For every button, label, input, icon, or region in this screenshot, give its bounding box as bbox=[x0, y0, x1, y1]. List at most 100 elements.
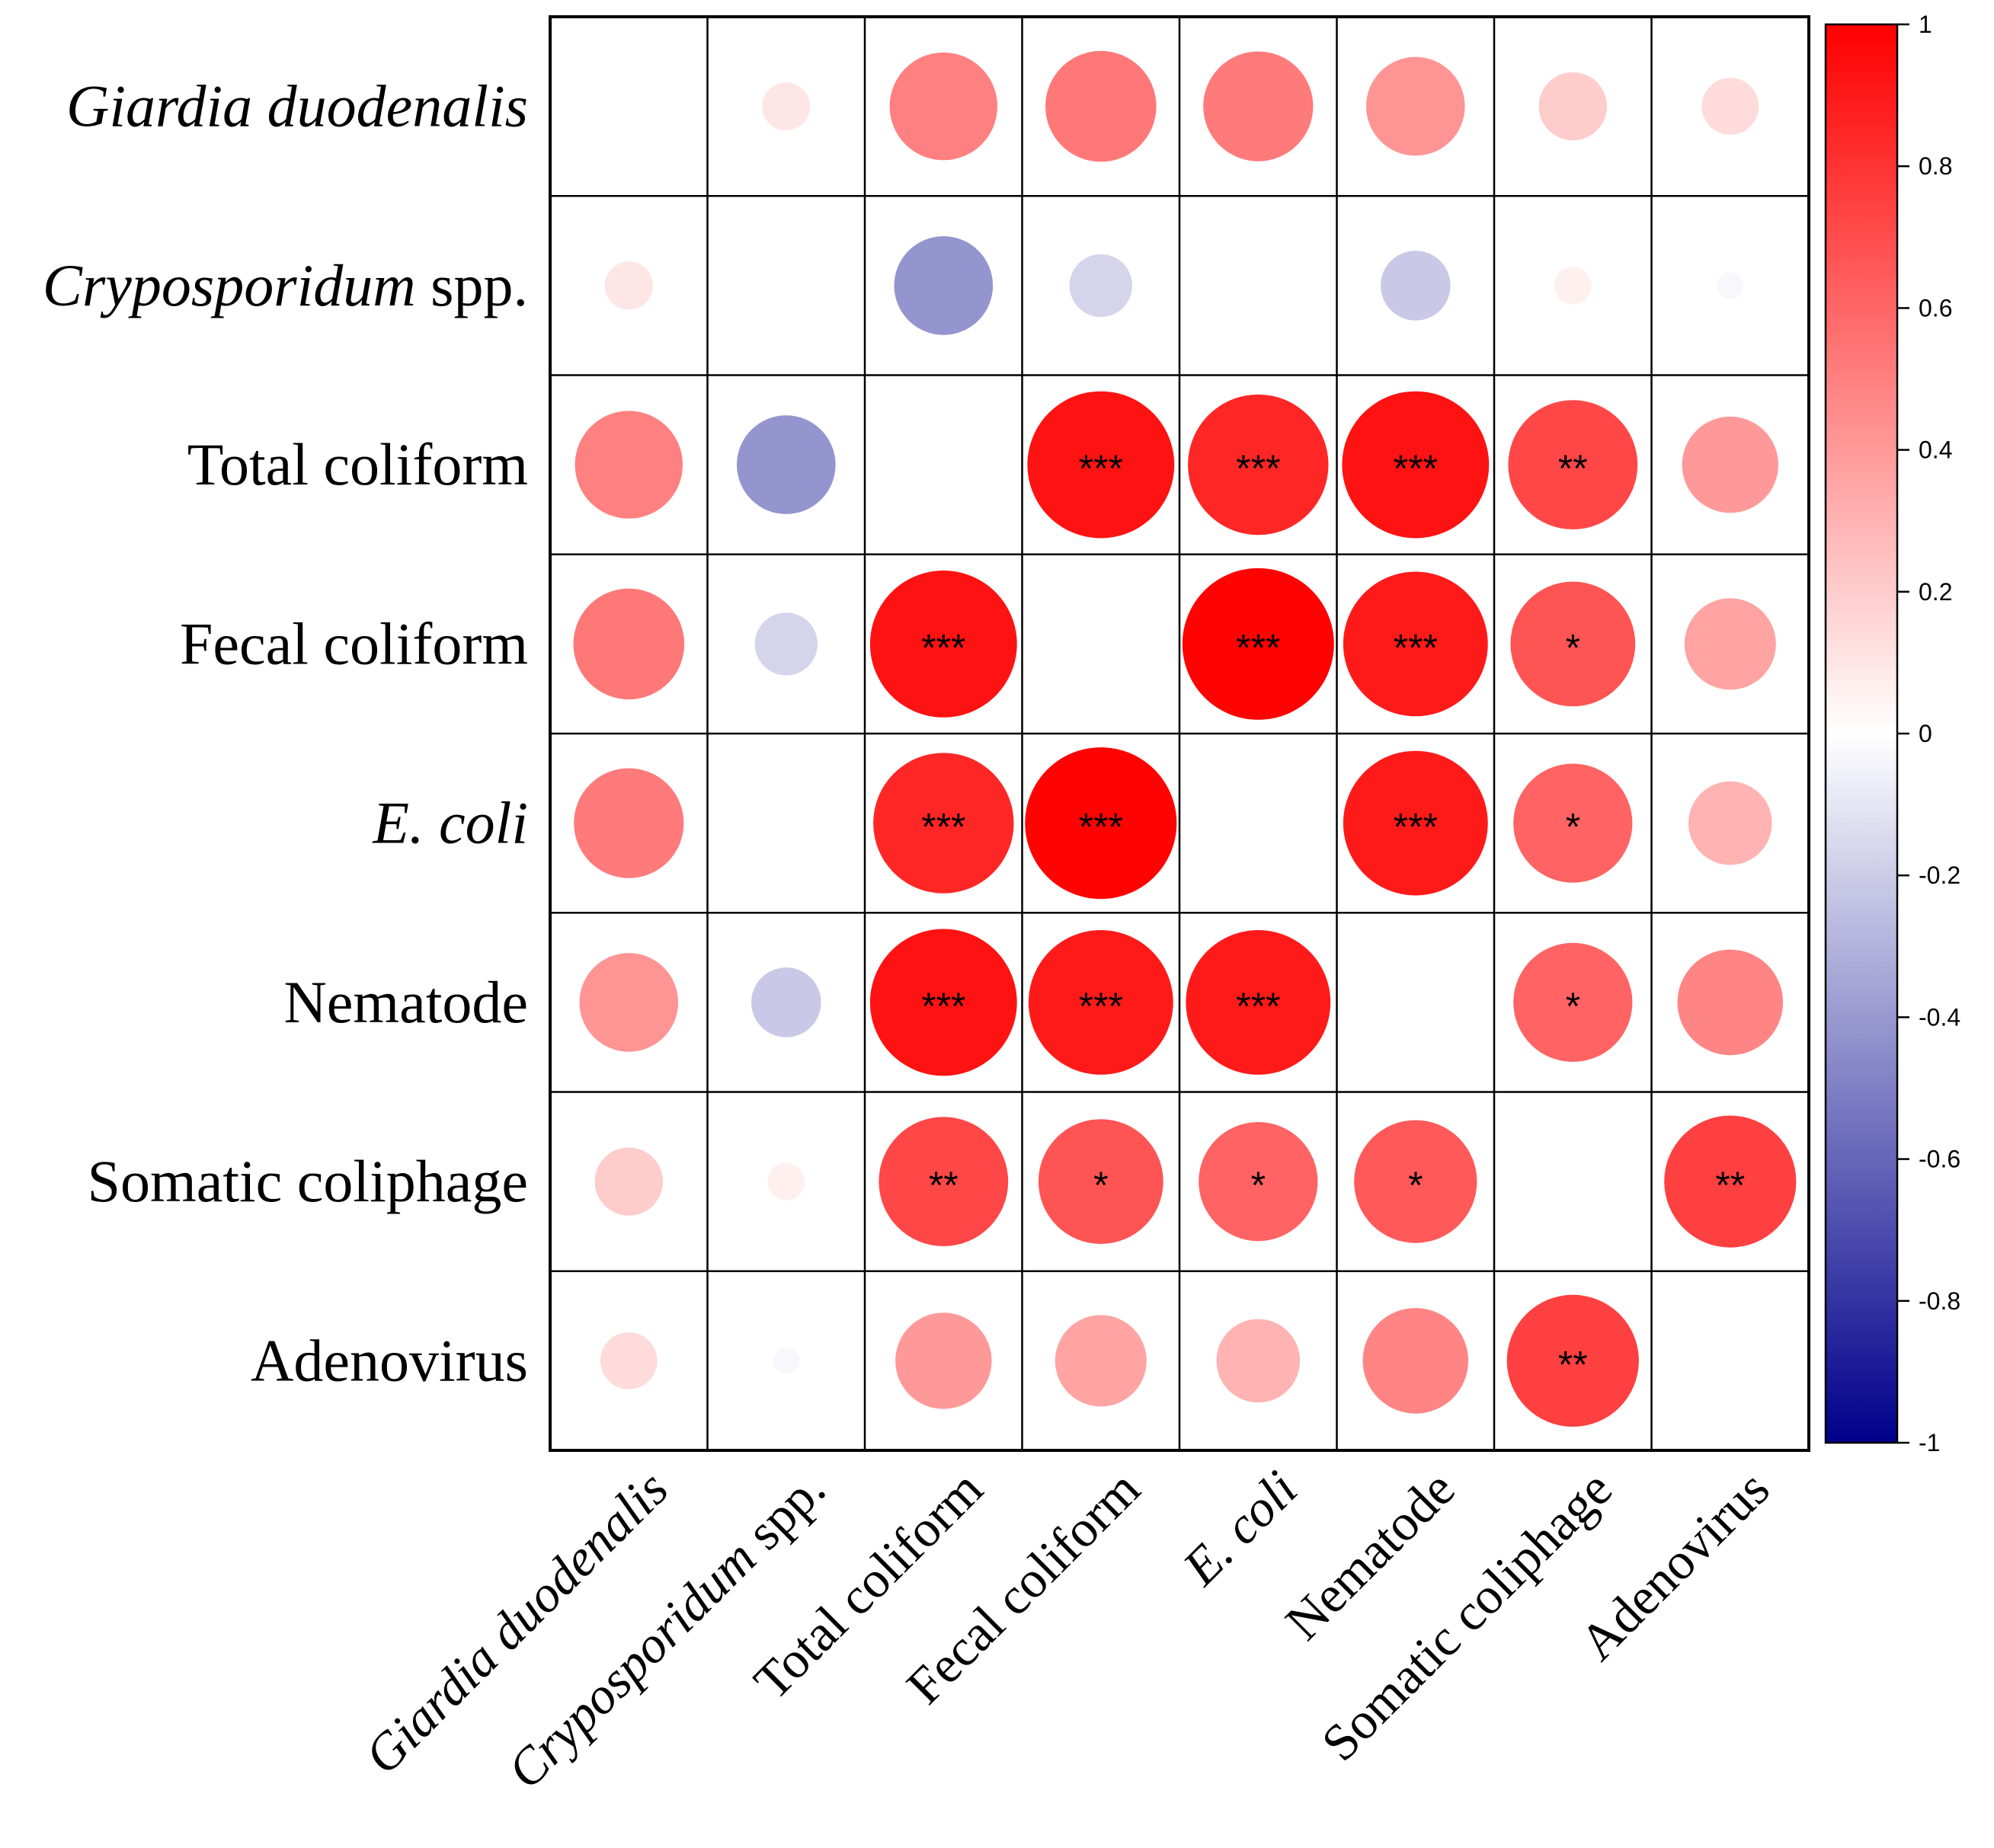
corr-circle-adenovirus-total-coliform bbox=[895, 1312, 992, 1409]
row-label-adenovirus: Adenovirus bbox=[251, 1327, 528, 1393]
label-name: Giardia duodenalis bbox=[354, 1460, 679, 1785]
colorbar-tick-label: 0.4 bbox=[1919, 436, 1952, 464]
corr-circle-giardia-duodenalis-e-coli bbox=[1203, 51, 1314, 161]
corr-circle-nematode-giardia-duodenalis bbox=[579, 953, 679, 1052]
corr-circle-total-coliform-fecal-coliform bbox=[1027, 391, 1175, 539]
matrix-border bbox=[549, 15, 1810, 1452]
colorbar-tick-label: -0.4 bbox=[1919, 1003, 1960, 1031]
significance-mark: *** bbox=[1079, 806, 1123, 849]
row-label-total-coliform: Total coliform bbox=[187, 431, 528, 497]
corr-circle-somatic-coliphage-giardia-duodenalis bbox=[594, 1147, 663, 1216]
corr-circle-fecal-coliform-cryposporidum bbox=[754, 612, 818, 676]
corr-circle-giardia-duodenalis-adenovirus bbox=[1701, 78, 1759, 135]
corr-circle-nematode-fecal-coliform bbox=[1028, 930, 1173, 1075]
row-label-e-coli: E. coli bbox=[372, 790, 528, 856]
significance-mark: *** bbox=[1079, 447, 1123, 490]
corr-circle-nematode-cryposporidum bbox=[751, 967, 821, 1038]
significance-mark: * bbox=[1093, 1164, 1108, 1207]
corr-circle-total-coliform-giardia-duodenalis bbox=[575, 411, 683, 519]
row-label-cryposporidum: Cryposporidum spp. bbox=[43, 252, 528, 318]
corr-circle-somatic-coliphage-total-coliform bbox=[879, 1117, 1009, 1246]
significance-mark: * bbox=[1566, 626, 1580, 669]
significance-mark: ** bbox=[1715, 1164, 1745, 1207]
significance-mark: *** bbox=[1394, 626, 1438, 669]
corr-circle-giardia-duodenalis-nematode bbox=[1366, 56, 1465, 156]
label-name: Nematode bbox=[283, 969, 528, 1035]
significance-mark: * bbox=[1566, 985, 1580, 1028]
corr-circle-giardia-duodenalis-somatic-coliphage bbox=[1538, 72, 1607, 141]
significance-mark: *** bbox=[1236, 447, 1280, 490]
corr-circle-giardia-duodenalis-cryposporidum bbox=[762, 82, 811, 131]
corr-circle-e-coli-total-coliform bbox=[873, 753, 1014, 894]
col-label-somatic-coliphage: Somatic coliphage bbox=[1311, 1460, 1623, 1772]
corr-circle-total-coliform-e-coli bbox=[1188, 394, 1329, 536]
significance-mark: ** bbox=[929, 1164, 959, 1207]
row-label-somatic-coliphage: Somatic coliphage bbox=[88, 1148, 528, 1214]
corr-circle-fecal-coliform-somatic-coliphage bbox=[1510, 581, 1636, 707]
corr-circle-somatic-coliphage-nematode bbox=[1354, 1120, 1477, 1243]
corr-circle-somatic-coliphage-e-coli bbox=[1199, 1122, 1318, 1242]
corr-circle-giardia-duodenalis-fecal-coliform bbox=[1045, 50, 1157, 162]
significance-mark: *** bbox=[1394, 806, 1438, 849]
corr-circle-total-coliform-somatic-coliphage bbox=[1508, 400, 1638, 529]
corr-circle-fecal-coliform-total-coliform bbox=[869, 571, 1017, 718]
label-name: E. coli bbox=[1171, 1460, 1308, 1597]
row-label-nematode: Nematode bbox=[283, 969, 528, 1035]
significance-mark: *** bbox=[921, 806, 965, 849]
label-name: Fecal coliform bbox=[180, 610, 528, 676]
significance-mark: * bbox=[1251, 1164, 1266, 1207]
corr-circle-fecal-coliform-adenovirus bbox=[1684, 598, 1776, 690]
colorbar-tick-label: -0.6 bbox=[1919, 1146, 1960, 1173]
significance-mark: *** bbox=[1394, 447, 1438, 490]
significance-mark: ** bbox=[1558, 447, 1588, 490]
label-name: Giardia duodenalis bbox=[66, 73, 528, 139]
col-label-giardia-duodenalis: Giardia duodenalis bbox=[354, 1460, 679, 1785]
corr-circle-cryposporidum-adenovirus bbox=[1717, 272, 1744, 299]
corr-circle-giardia-duodenalis-total-coliform bbox=[889, 52, 998, 161]
significance-mark: * bbox=[1408, 1164, 1423, 1207]
colorbar-tick-label: 0.6 bbox=[1919, 294, 1952, 321]
corr-circle-cryposporidum-giardia-duodenalis bbox=[604, 261, 653, 310]
row-label-giardia-duodenalis: Giardia duodenalis bbox=[66, 73, 528, 139]
col-label-e-coli: E. coli bbox=[1171, 1460, 1308, 1597]
corr-circle-somatic-coliphage-adenovirus bbox=[1664, 1115, 1797, 1248]
colorbar-tick-label: 0.2 bbox=[1919, 578, 1952, 606]
significance-mark: *** bbox=[921, 626, 965, 669]
label-name: Somatic coliphage bbox=[1311, 1460, 1623, 1772]
colorbar-tick-label: -0.2 bbox=[1919, 862, 1960, 889]
corr-circle-somatic-coliphage-fecal-coliform bbox=[1038, 1119, 1163, 1244]
label-suffix: spp. bbox=[416, 252, 528, 318]
colorbar-tick-label: -0.8 bbox=[1919, 1287, 1960, 1315]
corr-circle-e-coli-nematode bbox=[1343, 750, 1488, 896]
corr-circle-adenovirus-giardia-duodenalis bbox=[600, 1332, 658, 1389]
corr-circle-somatic-coliphage-cryposporidum bbox=[767, 1162, 805, 1201]
colorbar-tick-label: 1 bbox=[1919, 11, 1932, 38]
corr-circle-adenovirus-cryposporidum bbox=[773, 1348, 800, 1374]
significance-mark: ** bbox=[1558, 1343, 1588, 1386]
corr-circle-e-coli-giardia-duodenalis bbox=[574, 768, 684, 878]
label-name: E. coli bbox=[372, 790, 528, 856]
row-label-fecal-coliform: Fecal coliform bbox=[180, 610, 528, 676]
colorbar: 1 0.8 0.6 0.4 0.2 0 -0.2 -0.4 -0.6 -0.8 -1 bbox=[1824, 11, 1960, 1456]
colorbar-tick-label: 0.8 bbox=[1919, 152, 1952, 180]
colorbar-tick-label: -1 bbox=[1919, 1429, 1940, 1456]
corr-circle-e-coli-fecal-coliform bbox=[1025, 747, 1177, 900]
corr-circle-nematode-somatic-coliphage bbox=[1513, 942, 1633, 1062]
corr-circle-nematode-total-coliform bbox=[869, 929, 1017, 1076]
corr-circle-e-coli-adenovirus bbox=[1688, 781, 1772, 865]
row-labels: Giardia duodenalis Cryposporidum spp. Tota… bbox=[43, 73, 528, 1394]
corr-circle-total-coliform-cryposporidum bbox=[737, 415, 836, 514]
corr-circle-adenovirus-nematode bbox=[1362, 1308, 1469, 1414]
significance-mark: *** bbox=[1079, 985, 1123, 1028]
corr-circle-nematode-e-coli bbox=[1186, 930, 1331, 1075]
corr-circle-cryposporidum-somatic-coliphage bbox=[1554, 267, 1592, 305]
matrix-grid bbox=[549, 15, 1810, 1452]
corr-circle-adenovirus-somatic-coliphage bbox=[1506, 1294, 1639, 1427]
correlation-circles bbox=[573, 50, 1797, 1427]
corr-circle-cryposporidum-nematode bbox=[1381, 251, 1451, 321]
label-name: Adenovirus bbox=[251, 1327, 528, 1393]
colorbar-gradient bbox=[1826, 24, 1897, 1443]
corr-circle-nematode-adenovirus bbox=[1677, 949, 1784, 1056]
corr-circle-total-coliform-nematode bbox=[1342, 391, 1490, 539]
